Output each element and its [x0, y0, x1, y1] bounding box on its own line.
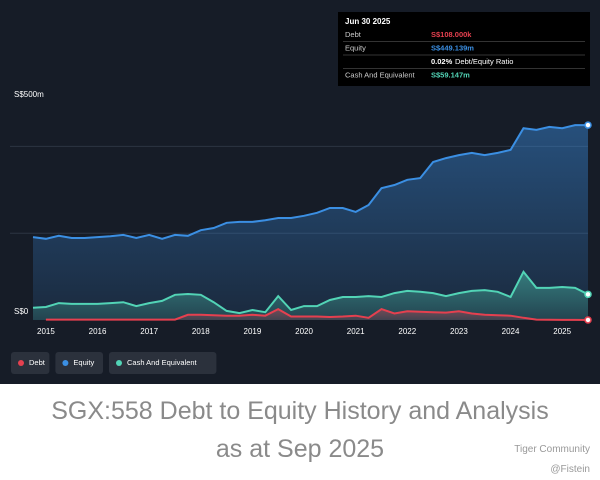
chart: S$0 S$500m 2015 2016 2017 2018 2019 2020 2021 202… — [0, 0, 600, 384]
tooltip-value: S$108.000k — [431, 30, 472, 39]
x-tick-label: 2018 — [192, 327, 210, 336]
area — [33, 125, 588, 320]
watermark: Tiger Community @Fistein — [514, 440, 590, 480]
tooltip — [338, 12, 590, 86]
x-tick-label: 2024 — [502, 327, 520, 336]
legend-label: Cash And Equivalent — [127, 358, 198, 367]
tooltip-value: S$59.147m — [431, 70, 470, 79]
x-tick-label: 2021 — [347, 327, 365, 336]
tooltip-label: Cash And Equivalent — [345, 70, 416, 79]
tooltip-value: S$449.139m — [431, 43, 474, 52]
legend-swatch — [18, 360, 24, 366]
x-tick-label: 2017 — [140, 327, 158, 336]
y-tick-label: S$0 — [14, 307, 29, 316]
x-tick-label: 2016 — [89, 327, 107, 336]
y-tick-label: S$500m — [14, 90, 44, 99]
area — [33, 271, 588, 320]
legend-label: Equity — [73, 358, 94, 367]
legend-button[interactable] — [55, 352, 103, 374]
x-tick-label: 2020 — [295, 327, 313, 336]
x-tick-label: 2022 — [398, 327, 416, 336]
x-tick-label: 2023 — [450, 327, 468, 336]
legend-button[interactable] — [11, 352, 50, 374]
caption: SGX:558 Debt to Equity History and Analy… — [51, 397, 549, 463]
watermark-user: @Fistein — [550, 464, 590, 475]
x-tick-label: 2019 — [244, 327, 262, 336]
legend-button[interactable] — [109, 352, 217, 374]
line — [32, 269, 589, 315]
watermark-brand: Tiger Community — [514, 444, 590, 455]
tooltip-label: 0.02% — [431, 57, 453, 66]
tooltip-label: Equity — [345, 43, 366, 52]
end-point — [584, 121, 592, 129]
line — [45, 307, 589, 321]
tooltip-label: Debt — [345, 30, 362, 39]
tooltip-value: Debt/Equity Ratio — [455, 57, 513, 66]
end-point — [584, 290, 592, 299]
tooltip-date: Jun 30 2025 — [345, 17, 391, 26]
legend-swatch — [62, 360, 69, 366]
legend-swatch — [116, 360, 122, 366]
end-point — [584, 316, 592, 324]
x-tick-label: 2025 — [553, 327, 571, 336]
line — [32, 124, 588, 240]
legend-label: Debt — [29, 358, 46, 367]
x-tick-label: 2015 — [37, 327, 55, 336]
